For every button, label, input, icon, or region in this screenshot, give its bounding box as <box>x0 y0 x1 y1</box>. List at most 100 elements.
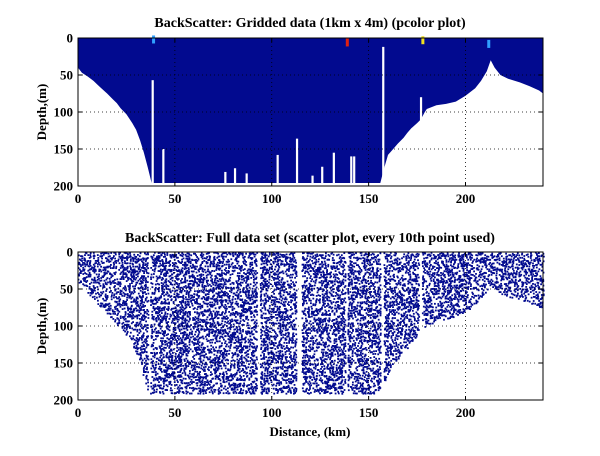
scatter-point <box>97 266 99 268</box>
scatter-point <box>140 287 142 289</box>
scatter-point <box>230 283 232 285</box>
scatter-point <box>171 357 173 359</box>
scatter-point <box>266 264 268 266</box>
scatter-point <box>102 269 104 271</box>
scatter-point <box>179 371 181 373</box>
scatter-point <box>181 290 183 292</box>
scatter-point <box>230 274 232 276</box>
scatter-point <box>192 361 194 363</box>
scatter-point <box>142 328 144 330</box>
scatter-point <box>274 323 276 325</box>
scatter-point <box>199 371 201 373</box>
scatter-point <box>235 353 237 355</box>
scatter-point <box>278 302 280 304</box>
scatter-point <box>215 389 217 391</box>
scatter-point <box>224 381 226 383</box>
scatter-point <box>161 301 163 303</box>
scatter-point <box>229 392 231 394</box>
scatter-point <box>284 319 286 321</box>
scatter-point <box>170 309 172 311</box>
scatter-point <box>110 308 112 310</box>
scatter-point <box>188 272 190 274</box>
scatter-point <box>240 330 242 332</box>
scatter-point <box>139 265 141 267</box>
scatter-point <box>169 254 171 256</box>
scatter-point <box>191 331 193 333</box>
scatter-point <box>294 299 296 301</box>
scatter-point <box>260 300 262 302</box>
no-data-gap <box>350 156 352 183</box>
scatter-point <box>265 300 267 302</box>
scatter-point <box>236 260 238 262</box>
scatter-point <box>200 349 202 351</box>
scatter-point <box>260 337 262 339</box>
scatter-point <box>183 310 185 312</box>
scatter-point <box>205 373 207 375</box>
scatter-point <box>184 268 186 270</box>
scatter-point <box>130 293 132 295</box>
scatter-point <box>244 379 246 381</box>
scatter-point <box>100 266 102 268</box>
scatter-point <box>175 332 177 334</box>
scatter-point <box>115 260 117 262</box>
scatter-point <box>220 383 222 385</box>
scatter-point <box>148 317 150 319</box>
scatter-point <box>267 373 269 375</box>
scatter-point <box>203 292 205 294</box>
scatter-point <box>238 355 240 357</box>
scatter-point <box>246 372 248 374</box>
scatter-point <box>197 375 199 377</box>
scatter-point <box>235 316 237 318</box>
scatter-point <box>164 256 166 258</box>
scatter-point <box>224 329 226 331</box>
scatter-point <box>247 309 249 311</box>
scatter-point <box>143 280 145 282</box>
scatter-point <box>152 269 154 271</box>
backscatter-hotspot <box>421 36 424 44</box>
scatter-point <box>278 267 280 269</box>
scatter-point <box>147 281 149 283</box>
scatter-point <box>287 281 289 283</box>
scatter-point <box>246 311 248 313</box>
scatter-point <box>248 278 250 280</box>
no-data-gap <box>296 139 298 183</box>
scatter-point <box>127 266 129 268</box>
scatter-point <box>123 278 125 280</box>
scatter-point <box>294 359 296 361</box>
scatter-point <box>134 342 136 344</box>
scatter-point <box>209 356 211 358</box>
scatter-point <box>295 356 297 358</box>
scatter-point <box>162 283 164 285</box>
scatter-point <box>232 273 234 275</box>
scatter-point <box>145 311 147 313</box>
scatter-point <box>181 339 183 341</box>
scatter-point <box>141 349 143 351</box>
scatter-point <box>117 313 119 315</box>
scatter-point <box>111 298 113 300</box>
scatter-point <box>214 365 216 367</box>
scatter-point <box>245 341 247 343</box>
scatter-point <box>261 371 263 373</box>
scatter-point <box>166 253 168 255</box>
scatter-point <box>218 368 220 370</box>
scatter-point <box>295 266 297 268</box>
scatter-point <box>236 345 238 347</box>
scatter-point <box>290 357 292 359</box>
scatter-point <box>205 353 207 355</box>
scatter-point <box>171 315 173 317</box>
scatter-point <box>199 345 201 347</box>
scatter-point <box>302 287 304 289</box>
scatter-point <box>256 272 258 274</box>
scatter-point <box>143 259 145 261</box>
scatter-point <box>288 268 290 270</box>
scatter-point <box>158 260 160 262</box>
scatter-point <box>139 322 141 324</box>
scatter-point <box>211 316 213 318</box>
scatter-point <box>209 259 211 261</box>
scatter-point <box>256 296 258 298</box>
scatter-point <box>286 273 288 275</box>
scatter-point <box>253 333 255 335</box>
scatter-point <box>111 292 113 294</box>
scatter-point <box>265 309 267 311</box>
scatter-point <box>232 296 234 298</box>
